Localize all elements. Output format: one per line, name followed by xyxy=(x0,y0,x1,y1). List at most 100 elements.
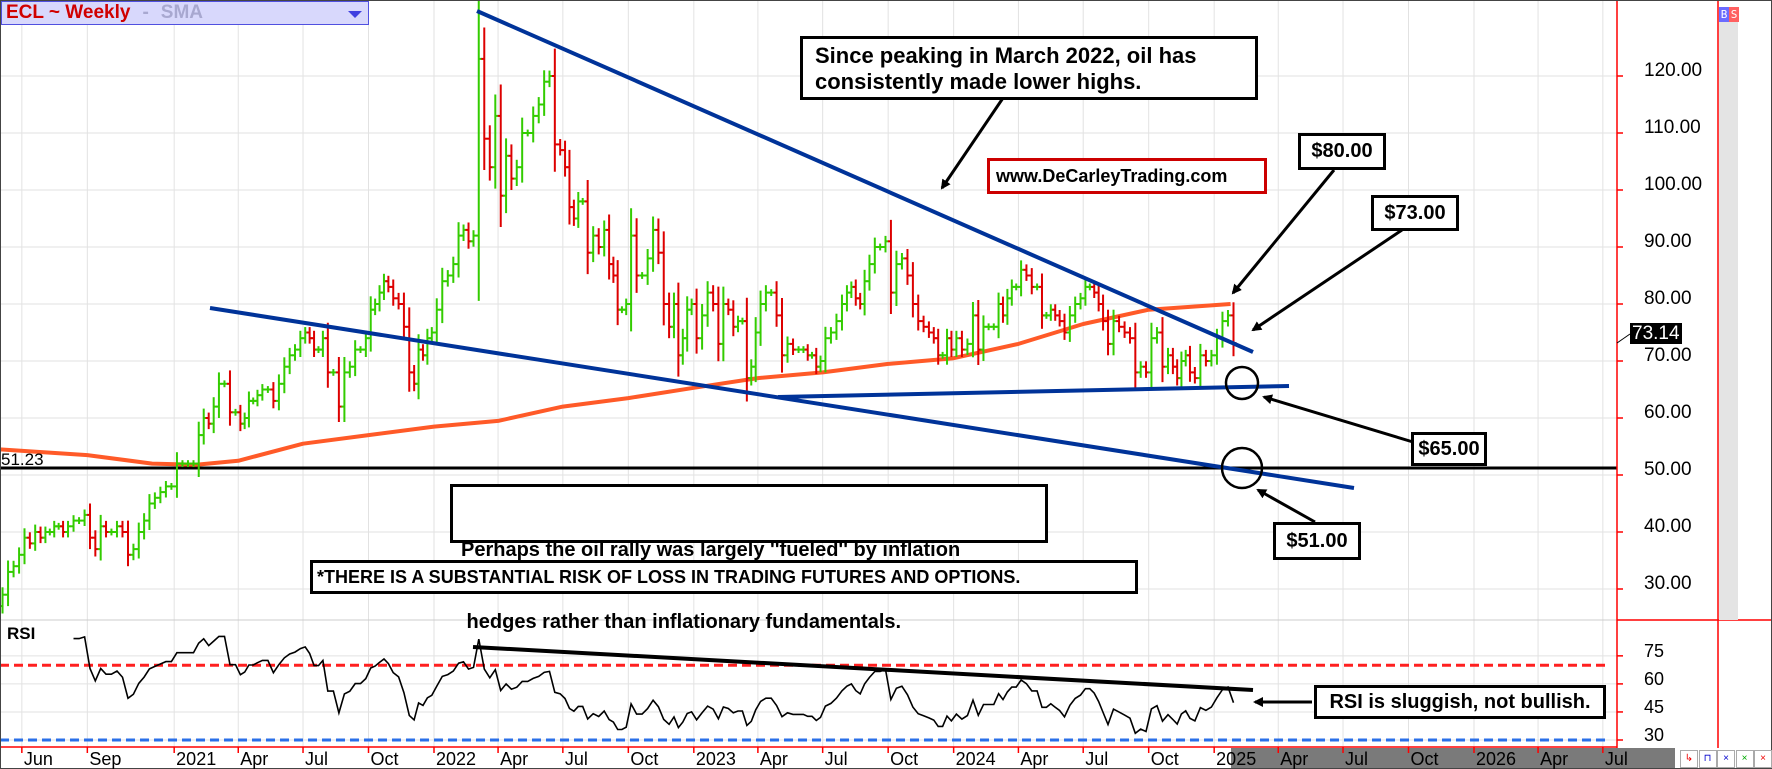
date-tick-label: 2024 xyxy=(955,749,996,769)
rsi-tick-label: 60 xyxy=(1644,668,1665,689)
price-tick-label: 30.00 xyxy=(1644,573,1692,594)
side-scroll-strip[interactable] xyxy=(1719,22,1738,620)
date-tick-label: 2021 xyxy=(176,749,217,769)
price-bar xyxy=(444,270,451,287)
date-tick-label: Oct xyxy=(630,749,659,769)
study-label: SMA xyxy=(160,2,204,23)
price-bar xyxy=(633,218,640,293)
date-tick-label: Oct xyxy=(370,749,399,769)
price-bar xyxy=(699,304,706,350)
last-price-pointer xyxy=(1616,333,1631,344)
circle-51 xyxy=(1220,446,1264,490)
price-bar xyxy=(953,330,960,358)
arrow-73 xyxy=(1251,228,1403,332)
price-tick-label: 120.00 xyxy=(1644,60,1703,81)
buy-button[interactable]: B xyxy=(1719,7,1729,22)
price-bar xyxy=(168,482,175,490)
reference-line-label: 51.23 xyxy=(1,450,44,469)
date-tick-label: Jun xyxy=(23,749,53,769)
price-bar xyxy=(65,520,72,538)
price-tick-label: 60.00 xyxy=(1644,402,1692,423)
price-bar xyxy=(259,384,266,401)
circle-65 xyxy=(1224,365,1260,401)
price-bar xyxy=(893,250,900,306)
tool-button-green-cross-icon[interactable]: × xyxy=(1735,750,1754,768)
date-tick-label: Oct xyxy=(890,749,919,769)
price-bar xyxy=(827,327,834,344)
price-bar xyxy=(10,560,17,578)
price-bar xyxy=(530,106,537,143)
price-bar xyxy=(1153,327,1160,344)
note-inflation-line-2: hedges rather than inflationary fundamen… xyxy=(461,611,902,633)
tool-button-red-cross-icon[interactable]: × xyxy=(1754,750,1772,768)
price-bar xyxy=(822,326,829,373)
tool-button-red-step-icon[interactable]: ↳ xyxy=(1680,750,1698,768)
price-bar xyxy=(1197,343,1204,390)
date-tick-label: Sep xyxy=(89,749,122,769)
date-tick-label: Jul xyxy=(1604,749,1628,769)
date-tick-label: Apr xyxy=(759,749,788,769)
price-bar xyxy=(833,313,840,340)
label-73: $73.00 xyxy=(1371,195,1459,231)
price-bars xyxy=(0,0,1237,614)
date-tick-label: 2026 xyxy=(1476,749,1517,769)
rsi-trend-line[interactable] xyxy=(472,645,1254,692)
price-bar xyxy=(519,117,526,183)
price-bar xyxy=(330,368,337,376)
price-tick-label: 70.00 xyxy=(1644,345,1692,366)
risk-disclaimer: *THERE IS A SUBSTANTIAL RISK OF LOSS IN … xyxy=(310,560,1138,594)
dropdown-arrow-icon[interactable] xyxy=(348,11,362,18)
arrow-51 xyxy=(1256,488,1316,524)
price-bar xyxy=(433,298,440,344)
price-bar xyxy=(324,322,331,388)
downtrend-line[interactable] xyxy=(476,9,1254,354)
tool-button-blue-cross-icon[interactable]: × xyxy=(1717,750,1735,768)
date-tick-label: Oct xyxy=(1150,749,1179,769)
price-bar xyxy=(898,252,905,270)
price-tick-label: 90.00 xyxy=(1644,231,1692,252)
price-bar xyxy=(215,372,222,418)
price-bar xyxy=(475,0,482,301)
price-bar xyxy=(481,27,488,171)
price-bar xyxy=(958,330,965,358)
price-bar xyxy=(226,370,233,426)
price-bar xyxy=(639,272,646,279)
label-65: $65.00 xyxy=(1411,432,1487,466)
note-inflation: Perhaps the oil rally was largely ''fuel… xyxy=(450,484,1048,633)
last-price-label: 73.14 xyxy=(1630,323,1682,344)
sell-button[interactable]: S xyxy=(1729,7,1739,22)
price-bar xyxy=(76,517,83,525)
note-inflation-line-1: Perhaps the oil rally was largely ''fuel… xyxy=(461,539,961,561)
price-bar xyxy=(151,492,158,509)
price-tick-label: 40.00 xyxy=(1644,516,1692,537)
date-tick-label: Apr xyxy=(1540,749,1569,769)
price-bar xyxy=(590,226,597,263)
arrow-lower-highs xyxy=(940,97,1005,190)
price-bar xyxy=(1116,315,1123,333)
price-bar xyxy=(5,560,12,607)
price-bar xyxy=(790,338,797,356)
price-bar xyxy=(693,288,700,354)
price-bar xyxy=(704,281,711,327)
tool-button-blue-step-icon[interactable]: ⊓ xyxy=(1698,750,1717,768)
price-bar xyxy=(524,129,531,137)
symbol-selector[interactable]: ECL ~ Weekly - SMA xyxy=(1,1,369,25)
price-bar xyxy=(1110,309,1117,356)
price-bar xyxy=(584,180,591,275)
date-tick-label: Jul xyxy=(824,749,848,769)
date-tick-label: Oct xyxy=(1410,749,1439,769)
price-bar xyxy=(486,125,493,181)
rsi-label: RSI xyxy=(7,624,36,643)
price-bar xyxy=(784,336,791,363)
price-bar xyxy=(1202,349,1209,367)
website-label: www.DeCarleyTrading.com xyxy=(987,158,1267,194)
price-tick-label: 100.00 xyxy=(1644,174,1703,195)
price-bar xyxy=(119,520,126,538)
support-line[interactable] xyxy=(777,384,1290,399)
price-bar xyxy=(964,338,971,356)
price-bar xyxy=(595,228,602,255)
price-bar xyxy=(113,520,120,538)
arrow-65 xyxy=(1262,394,1414,444)
title-separator: - xyxy=(142,2,149,23)
